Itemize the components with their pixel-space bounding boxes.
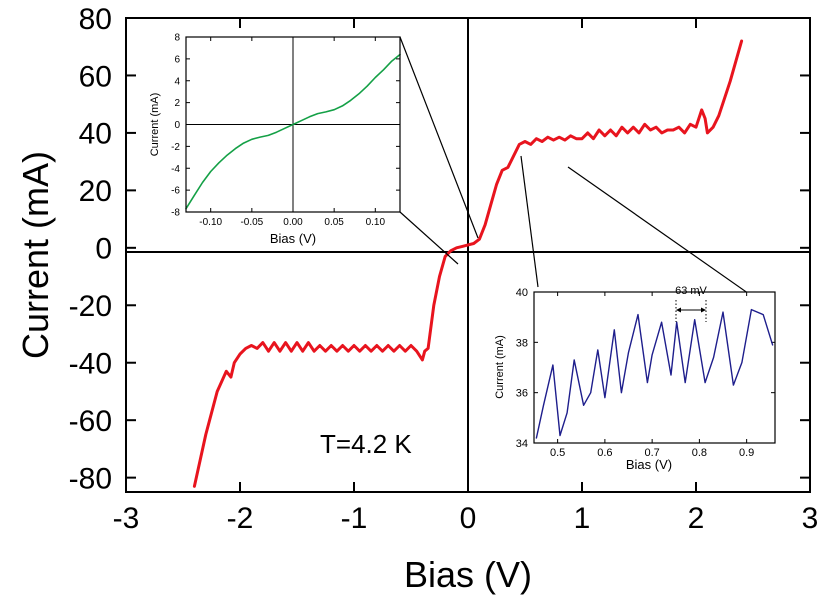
inset-bottom-background: [534, 292, 775, 443]
main-series-line: [192, 39, 744, 488]
inset-top-ticklabels: -0.10 -0.05 0.00 0.05 0.10 -8 -6 -4 -2 0 2 4 6 8: [171, 33, 385, 228]
inset-top-y-axis-label: Current (mA): [149, 93, 161, 157]
connector-top-inset-right: [399, 36, 479, 239]
inset-top-x-tick-label: -0.05: [240, 217, 263, 228]
inset-top-x-tick-label: 0.10: [366, 217, 386, 228]
inset-bottom-y-axis-label: Current (mA): [494, 335, 506, 399]
main-x-axis-label: Bias (V): [404, 554, 532, 595]
period-marker: 63 mV: [675, 285, 708, 322]
inset-bottom-y-tick-label: 36: [516, 388, 528, 400]
inset-top-frame: [185, 36, 401, 213]
period-marker-arrowhead-left: [676, 307, 681, 313]
inset-top-y-tick-label: 4: [174, 76, 180, 87]
inset-top-x-axis-label: Bias (V): [270, 231, 316, 246]
inset-top-y-tick-label: 6: [174, 54, 180, 65]
main-x-tick-label: -1: [341, 502, 368, 535]
inset-bottom-ticklabels: 0.5 0.6 0.7 0.8 0.9 34 36 38 40: [516, 287, 755, 459]
connector-top-inset-left: [399, 211, 459, 265]
main-ticks: [125, 17, 811, 492]
inset-bottom-x-axis-label: Bias (V): [626, 457, 672, 472]
inset-top-series: [185, 53, 401, 210]
inset-bottom-plot: 0.5 0.6 0.7 0.8 0.9 34 36 38 40 63 mV Bias (V) C…: [494, 285, 776, 472]
main-x-tick-label: -3: [113, 502, 140, 535]
inset-top-x-tick-label: 0.00: [283, 217, 303, 228]
main-y-tick-label: -40: [69, 348, 112, 381]
inset-bottom-x-tick-label: 0.9: [739, 447, 754, 459]
inset-top-y-tick-label: -4: [171, 164, 180, 175]
main-x-tick-label: 2: [688, 502, 705, 535]
inset-bottom-x-tick-label: 0.7: [644, 447, 659, 459]
inset-top-x-tick-label: 0.05: [324, 217, 344, 228]
inset-top-series-line: [185, 53, 401, 210]
inset-bottom-frame: [533, 291, 776, 444]
inset-top-y-tick-label: -6: [171, 186, 180, 197]
inset-bottom-x-tick-label: 0.5: [550, 447, 565, 459]
inset-bottom-y-tick-label: 40: [516, 287, 528, 299]
period-marker-label: 63 mV: [675, 285, 707, 297]
main-y-axis-label: Current (mA): [15, 151, 56, 359]
inset-bottom-series: [535, 308, 774, 439]
main-y-tick-label: 60: [79, 60, 112, 93]
inset-connectors: [399, 36, 773, 311]
inset-top-plot: -0.10 -0.05 0.00 0.05 0.10 -8 -6 -4 -2 0 2 4 6 8 Bias…: [149, 33, 401, 246]
connector-bottom-inset-right: [567, 166, 773, 311]
main-y-tick-label: -60: [69, 405, 112, 438]
inset-bottom-series-line: [535, 308, 774, 439]
inset-bottom-y-tick-label: 34: [516, 438, 528, 450]
inset-bottom-y-tick-label: 38: [516, 337, 528, 349]
inset-bottom-x-tick-label: 0.6: [597, 447, 612, 459]
main-x-tick-label: 3: [802, 502, 819, 535]
main-y-tick-label: -20: [69, 290, 112, 323]
connector-bottom-inset-left: [520, 155, 539, 288]
inset-top-y-tick-label: 0: [174, 120, 180, 131]
inset-top-x-tick-label: -0.10: [199, 217, 222, 228]
inset-top-y-tick-label: -2: [171, 142, 180, 153]
inset-top-y-tick-label: 8: [174, 33, 180, 44]
main-series: [192, 39, 744, 488]
main-y-tick-label: -80: [69, 462, 112, 495]
main-x-tick-label: 1: [574, 502, 591, 535]
main-x-tick-label: -2: [227, 502, 254, 535]
main-y-tick-label: 40: [79, 118, 112, 151]
main-y-tick-label: 0: [95, 233, 112, 266]
main-x-tick-label: 0: [460, 502, 477, 535]
temperature-annotation: T=4.2 K: [320, 429, 412, 459]
inset-top-y-tick-label: -8: [171, 208, 180, 219]
inset-bottom-x-tick-label: 0.8: [692, 447, 707, 459]
period-marker-arrowhead-right: [701, 307, 706, 313]
main-y-tick-label: 20: [79, 175, 112, 208]
inset-top-y-tick-label: 2: [174, 98, 180, 109]
main-y-tick-label: 80: [79, 3, 112, 36]
